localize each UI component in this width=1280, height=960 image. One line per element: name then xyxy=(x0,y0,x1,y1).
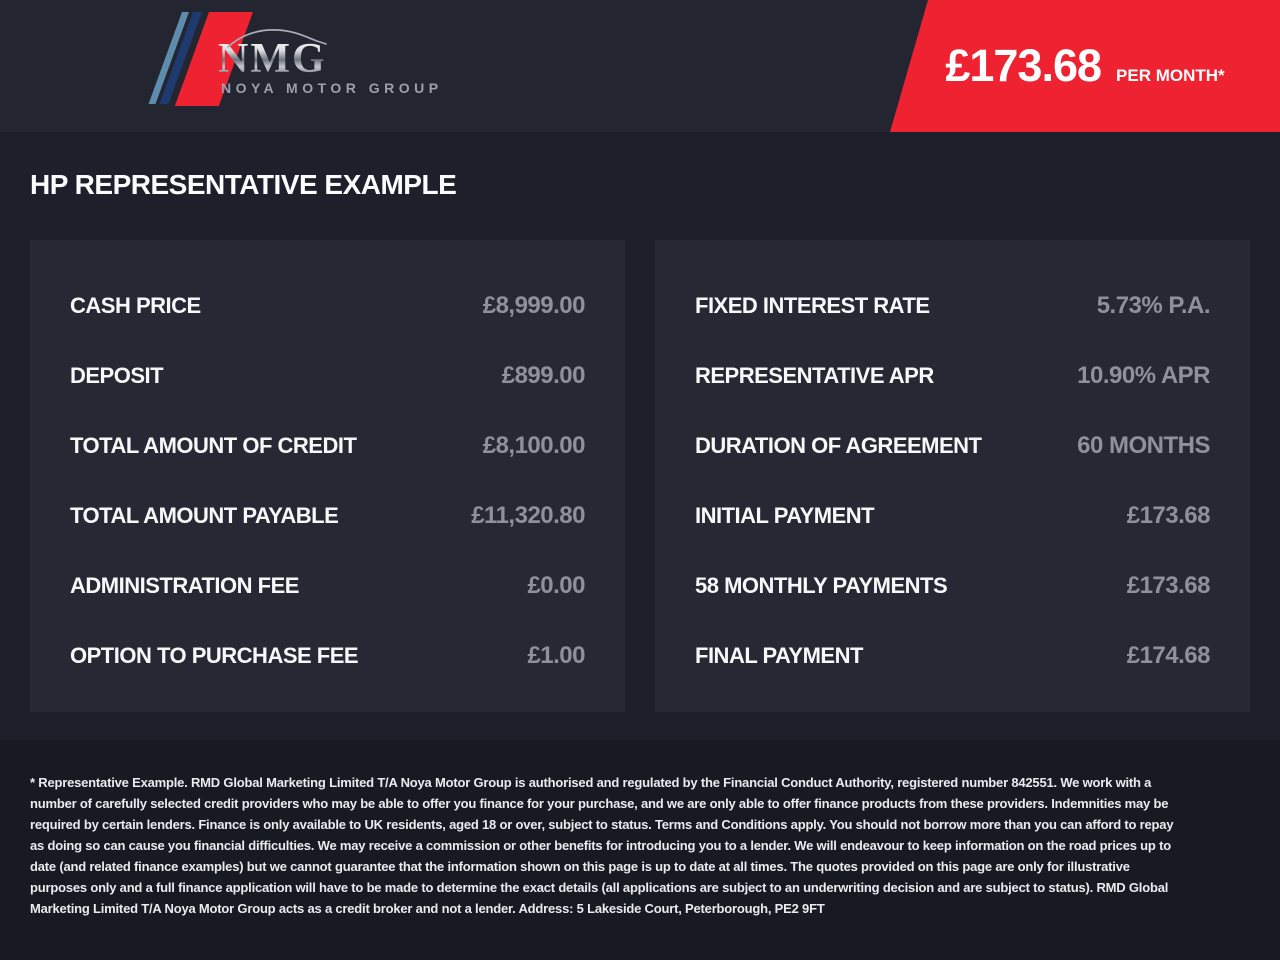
page-title: HP REPRESENTATIVE EXAMPLE xyxy=(30,169,457,200)
finance-panels: CASH PRICE £8,999.00 DEPOSIT £899.00 TOT… xyxy=(30,240,1250,712)
header: NMG NOYA MOTOR GROUP £173.68 PER MONTH* xyxy=(0,0,1280,132)
row-label: TOTAL AMOUNT OF CREDIT xyxy=(70,433,357,458)
row-label: CASH PRICE xyxy=(70,293,201,318)
logo-monogram: NMG xyxy=(218,36,327,82)
finance-row-cash-price: CASH PRICE £8,999.00 xyxy=(70,271,586,341)
finance-row-total-credit: TOTAL AMOUNT OF CREDIT £8,100.00 xyxy=(70,411,586,481)
finance-row-final-payment: FINAL PAYMENT £174.68 xyxy=(695,621,1211,691)
row-label: TOTAL AMOUNT PAYABLE xyxy=(70,503,339,528)
row-value: £0.00 xyxy=(527,572,585,599)
finance-row-duration: DURATION OF AGREEMENT 60 MONTHS xyxy=(695,411,1210,481)
row-value: £8,100.00 xyxy=(482,432,586,459)
finance-row-deposit: DEPOSIT £899.00 xyxy=(70,341,586,411)
row-label: ADMINISTRATION FEE xyxy=(70,573,299,598)
finance-panel-left: CASH PRICE £8,999.00 DEPOSIT £899.00 TOT… xyxy=(30,240,625,712)
main-content: HP REPRESENTATIVE EXAMPLE CASH PRICE £8,… xyxy=(0,132,1280,712)
row-label: FINAL PAYMENT xyxy=(695,643,863,668)
row-value: £11,320.80 xyxy=(471,502,585,529)
finance-row-total-payable: TOTAL AMOUNT PAYABLE £11,320.80 xyxy=(70,481,585,551)
row-label: DEPOSIT xyxy=(70,363,164,388)
monthly-price: £173.68 xyxy=(945,40,1102,91)
row-label: OPTION TO PURCHASE FEE xyxy=(70,643,359,668)
finance-row-fixed-interest-rate: FIXED INTEREST RATE 5.73% P.A. xyxy=(695,271,1211,341)
row-value: £899.00 xyxy=(501,362,586,389)
monthly-price-period: PER MONTH* xyxy=(1116,66,1225,85)
row-label: 58 MONTHLY PAYMENTS xyxy=(695,573,948,598)
finance-row-representative-apr: REPRESENTATIVE APR 10.90% APR xyxy=(695,341,1210,411)
finance-row-initial-payment: INITIAL PAYMENT £173.68 xyxy=(695,481,1211,551)
disclaimer-text: * Representative Example. RMD Global Mar… xyxy=(30,775,1174,916)
finance-row-option-to-purchase-fee: OPTION TO PURCHASE FEE £1.00 xyxy=(70,621,585,691)
row-value: £173.68 xyxy=(1126,502,1211,529)
logo-company-name: NOYA MOTOR GROUP xyxy=(221,80,443,96)
row-value: 5.73% P.A. xyxy=(1096,292,1211,319)
finance-row-admin-fee: ADMINISTRATION FEE £0.00 xyxy=(70,551,585,621)
row-value: £173.68 xyxy=(1126,572,1211,599)
row-label: REPRESENTATIVE APR xyxy=(695,363,934,388)
price-banner: £173.68 PER MONTH* xyxy=(890,0,1280,132)
footer: * Representative Example. RMD Global Mar… xyxy=(0,740,1280,960)
nmg-logo: NMG NOYA MOTOR GROUP xyxy=(78,0,438,120)
row-label: INITIAL PAYMENT xyxy=(695,503,875,528)
row-value: 60 MONTHS xyxy=(1077,432,1210,459)
row-label: DURATION OF AGREEMENT xyxy=(695,433,982,458)
row-label: FIXED INTEREST RATE xyxy=(695,293,930,318)
row-value: £174.68 xyxy=(1126,642,1211,669)
finance-panel-right: FIXED INTEREST RATE 5.73% P.A. REPRESENT… xyxy=(655,240,1250,712)
row-value: 10.90% APR xyxy=(1077,362,1210,389)
row-value: £1.00 xyxy=(527,642,585,669)
finance-row-monthly-payments: 58 MONTHLY PAYMENTS £173.68 xyxy=(695,551,1211,621)
car-silhouette-icon xyxy=(227,29,327,48)
row-value: £8,999.00 xyxy=(482,292,586,319)
